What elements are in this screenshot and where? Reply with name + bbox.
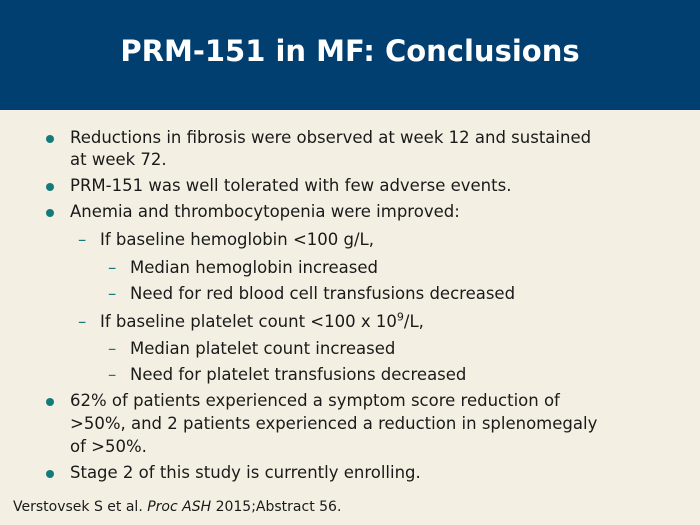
bullet-dot-icon: [46, 183, 54, 191]
bullet-text: Reductions in fibrosis were observed at …: [70, 128, 592, 147]
citation-journal: Proc ASH: [147, 499, 212, 515]
bullet-continuation: >50%, and 2 patients experienced a reduc…: [70, 414, 598, 433]
bullet-text: Median hemoglobin increased: [130, 258, 378, 277]
bullet-text: /L,: [403, 312, 424, 331]
bullet-text: Median platelet count increased: [130, 339, 396, 358]
dash-icon: –: [78, 230, 87, 249]
bullet-text: Stage 2 of this study is currently enrol…: [70, 463, 421, 482]
bullet-item: PRM-151 was well tolerated with few adve…: [46, 174, 512, 198]
bullet-item: Reductions in fibrosis were observed at …: [46, 126, 592, 150]
bullet-dot-icon: [46, 470, 54, 478]
dash-icon: –: [78, 312, 87, 331]
citation-authors: Verstovsek S et al.: [13, 499, 148, 515]
sub-bullet-item: – If baseline platelet count <100 x 109/L…: [78, 310, 424, 334]
bullet-dot-icon: [46, 209, 54, 217]
bullet-text: Need for platelet transfusions decreased: [130, 365, 467, 384]
citation-detail: 2015;Abstract 56.: [211, 499, 342, 515]
bullet-item: Anemia and thrombocytopenia were improve…: [46, 200, 460, 224]
bullet-continuation: of >50%.: [70, 437, 147, 456]
bullet-dot-icon: [46, 398, 54, 406]
title-banner: [0, 0, 700, 110]
sub-bullet-item: – If baseline hemoglobin <100 g/L,: [78, 228, 374, 252]
sub-sub-bullet-item: – Median platelet count increased: [108, 337, 396, 361]
bullet-text: PRM-151 was well tolerated with few adve…: [70, 176, 512, 195]
dash-icon: –: [108, 365, 117, 384]
superscript: 9: [396, 310, 404, 324]
bullet-continuation: at week 72.: [70, 150, 167, 169]
dash-icon: –: [108, 258, 117, 277]
sub-sub-bullet-item: – Need for red blood cell transfusions de…: [108, 282, 516, 306]
sub-sub-bullet-item: – Need for platelet transfusions decrease…: [108, 363, 467, 387]
dash-icon: –: [108, 284, 117, 303]
bullet-text: Need for red blood cell transfusions dec…: [130, 284, 516, 303]
bullet-text: 62% of patients experienced a symptom sc…: [70, 391, 560, 410]
dash-icon: –: [108, 339, 117, 358]
sub-sub-bullet-item: – Median hemoglobin increased: [108, 256, 378, 280]
bullet-text: If baseline platelet count <100 x 10: [100, 312, 397, 331]
bullet-item: 62% of patients experienced a symptom sc…: [46, 389, 560, 413]
bullet-text: If baseline hemoglobin <100 g/L,: [100, 230, 374, 249]
bullet-text: Anemia and thrombocytopenia were improve…: [70, 202, 460, 221]
citation: Verstovsek S et al. Proc ASH 2015;Abstra…: [13, 499, 341, 515]
bullet-dot-icon: [46, 135, 54, 143]
bullet-item: Stage 2 of this study is currently enrol…: [46, 461, 421, 485]
slide-title: PRM-151 in MF: Conclusions: [120, 34, 580, 68]
